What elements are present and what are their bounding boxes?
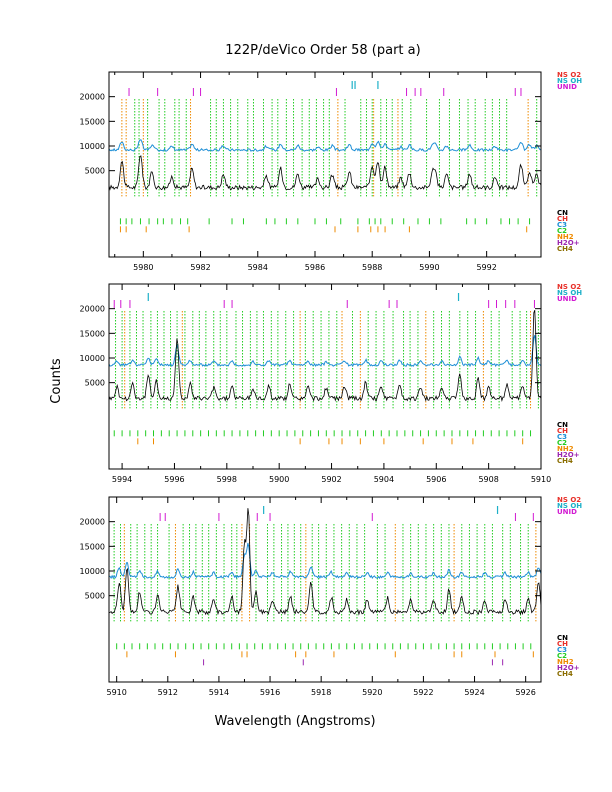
legend-species-entry: C2	[557, 439, 567, 447]
x-tick-label: 5910	[106, 688, 126, 697]
observed-spectrum-line	[108, 155, 542, 191]
x-tick-label: 5986	[305, 263, 325, 272]
legend-species-entry: CH4	[557, 457, 573, 465]
legend-species-entry: CN	[557, 209, 568, 217]
x-tick-label: 5904	[374, 475, 394, 484]
legend-species-entry: H2O+	[557, 664, 580, 672]
x-tick-label: 5920	[362, 688, 382, 697]
x-tick-label: 5916	[260, 688, 280, 697]
y-tick-label: 5000	[85, 379, 105, 388]
model-series-line	[108, 335, 542, 368]
y-axis-label: Counts	[49, 358, 64, 404]
legend-top-entry: UNID	[557, 508, 577, 516]
legend-species-entry: CH	[557, 427, 568, 435]
legend-top-entry: NS OH	[557, 289, 582, 297]
plot-frame	[108, 283, 542, 470]
x-tick-label: 5992	[476, 263, 496, 272]
legend-species-entry: CH	[557, 215, 568, 223]
x-tick-label: 5924	[464, 688, 484, 697]
x-tick-label: 5990	[419, 263, 439, 272]
plot-frame	[108, 71, 542, 258]
x-tick-label: 5984	[248, 263, 268, 272]
legend-top-entry: NS O2	[557, 71, 581, 79]
observed-spectrum-line	[108, 508, 542, 616]
x-tick-label: 5998	[217, 475, 237, 484]
x-tick-label: 5914	[209, 688, 229, 697]
panels-group: 5980 5982 5984 5986 5988 5990 5992 5000 10000 150…	[80, 71, 583, 697]
legend-species-entry: CN	[557, 634, 568, 642]
legend-species-entry: CN	[557, 421, 568, 429]
legend-species-entry: CH4	[557, 670, 573, 678]
legend-species-entry: NH2	[557, 233, 574, 241]
y-tick-label: 15000	[80, 329, 105, 338]
y-tick-label: 20000	[80, 518, 105, 527]
y-tick-label: 15000	[80, 117, 105, 126]
x-tick-label: 5918	[311, 688, 331, 697]
y-tick-label: 10000	[80, 354, 105, 363]
y-tick-label: 5000	[85, 592, 105, 601]
panel-2: 5994 5996 5998 5900 5902 5904 5906 5908 5910 5000…	[80, 283, 583, 484]
x-tick-label: 5908	[478, 475, 498, 484]
legend-species-entry: C3	[557, 433, 567, 441]
y-tick-label: 15000	[80, 542, 105, 551]
y-tick-label: 10000	[80, 567, 105, 576]
x-tick-label: 5922	[413, 688, 433, 697]
model-series-line	[108, 139, 542, 153]
x-tick-label: 5982	[190, 263, 210, 272]
x-tick-label: 5988	[362, 263, 382, 272]
legend-species-entry: CH4	[557, 245, 573, 253]
y-tick-label: 5000	[85, 167, 105, 176]
legend-top-entry: NS O2	[557, 283, 581, 291]
x-tick-label: 5912	[158, 688, 178, 697]
observed-spectrum-line	[108, 309, 542, 403]
legend-species-entry: C2	[557, 227, 567, 235]
legend-species-entry: NH2	[557, 658, 574, 666]
legend-species-entry: C3	[557, 221, 567, 229]
x-tick-label: 5902	[321, 475, 341, 484]
legend-top-entry: NS OH	[557, 77, 582, 85]
panel-3: 5910 5912 5914 5916 5918 5920 5922 5924 5926 5000…	[80, 496, 583, 697]
legend-top-entry: UNID	[557, 295, 577, 303]
x-tick-label: 5980	[133, 263, 153, 272]
x-tick-label: 5900	[269, 475, 289, 484]
x-tick-label: 5994	[112, 475, 132, 484]
legend-species-entry: CH	[557, 640, 568, 648]
plot-frame	[108, 496, 542, 683]
legend-top-entry: NS O2	[557, 496, 581, 504]
chart-title: 122P/deVico Order 58 (part a)	[225, 43, 420, 58]
legend-species-entry: C3	[557, 646, 567, 654]
legend-top-entry: NS OH	[557, 502, 582, 510]
legend-top-entry: UNID	[557, 83, 577, 91]
x-axis-label: Wavelength (Angstroms)	[214, 714, 375, 729]
y-tick-label: 10000	[80, 142, 105, 151]
panel-1: 5980 5982 5984 5986 5988 5990 5992 5000 10000 150…	[80, 71, 583, 272]
legend-species-entry: NH2	[557, 445, 574, 453]
legend-species-entry: H2O+	[557, 451, 580, 459]
y-tick-label: 20000	[80, 305, 105, 314]
x-tick-label: 5910	[531, 475, 551, 484]
model-series-line	[108, 542, 542, 580]
legend-species-entry: H2O+	[557, 239, 580, 247]
x-tick-label: 5906	[426, 475, 446, 484]
x-tick-label: 5926	[515, 688, 535, 697]
y-tick-label: 20000	[80, 93, 105, 102]
x-tick-label: 5996	[164, 475, 184, 484]
legend-species-entry: C2	[557, 652, 567, 660]
